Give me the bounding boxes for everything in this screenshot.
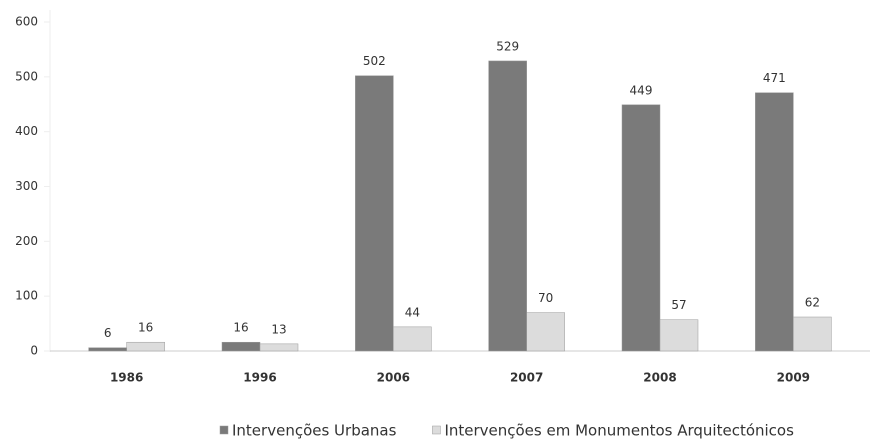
value-label: 16 (138, 321, 153, 335)
y-tick-label: 400 (15, 124, 38, 138)
bar (793, 316, 832, 352)
y-tick-label: 300 (15, 179, 38, 193)
legend-label: Intervenções em Monumentos Arquitectónic… (444, 422, 794, 440)
x-tick-label: 2006 (377, 371, 410, 385)
x-tick-label: 2008 (643, 371, 676, 385)
bar (526, 312, 565, 352)
bar (621, 104, 661, 352)
y-tick-label: 0 (30, 344, 38, 358)
bar (755, 92, 794, 352)
value-label: 62 (805, 296, 820, 310)
x-tick-label: 2009 (777, 371, 810, 385)
legend-marker (219, 425, 229, 435)
bar (259, 343, 299, 352)
bar (393, 326, 432, 352)
bar (126, 341, 165, 352)
y-tick-label: 100 (15, 289, 38, 303)
value-label: 471 (763, 71, 786, 85)
value-label: 57 (671, 298, 686, 312)
legend-marker (432, 425, 441, 435)
x-tick-label: 1986 (110, 371, 143, 385)
bar (221, 341, 261, 352)
x-tick-label: 1996 (243, 371, 276, 385)
x-tick-label: 2007 (510, 371, 543, 385)
y-tick-label: 600 (15, 15, 38, 29)
y-tick-label: 200 (15, 234, 38, 248)
bar (659, 319, 699, 352)
y-tick-label: 500 (15, 69, 38, 83)
value-label: 529 (496, 39, 519, 53)
value-label: 70 (538, 291, 553, 305)
bar (488, 60, 527, 352)
bar (88, 347, 127, 352)
value-label: 16 (233, 321, 248, 335)
value-label: 13 (271, 322, 286, 336)
value-label: 449 (630, 83, 653, 97)
bar (355, 75, 394, 352)
value-label: 6 (104, 326, 112, 340)
value-label: 502 (363, 54, 386, 68)
legend-label: Intervenções Urbanas (232, 422, 397, 440)
value-label: 44 (405, 305, 420, 319)
